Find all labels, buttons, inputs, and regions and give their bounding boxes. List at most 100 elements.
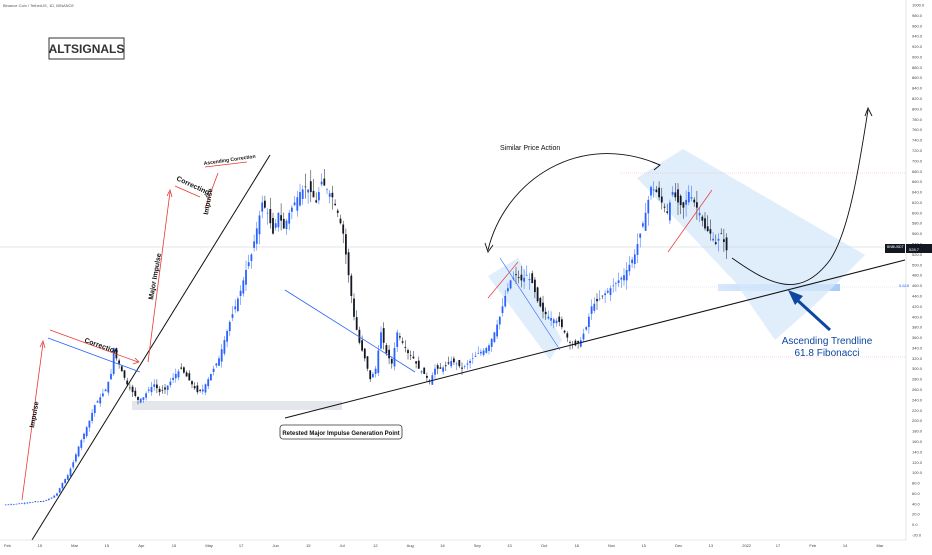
candle-body (158, 388, 161, 393)
candle-body (606, 290, 609, 293)
candle-body (520, 274, 523, 281)
ascending-trendline (284, 259, 906, 419)
candle-body (7, 504, 10, 506)
x-tick-label: May (205, 543, 213, 548)
candle-body (544, 311, 547, 315)
candle-body (280, 215, 282, 221)
candle-body (253, 241, 255, 248)
candle-body (164, 387, 166, 390)
x-tick-label: Sep (474, 543, 482, 548)
x-tick-label: Jul (340, 543, 345, 548)
y-tick-label: 740.0 (912, 138, 923, 143)
candle-body (588, 316, 590, 328)
retested-callout: Retested Major Impulse Generation Point (279, 424, 403, 440)
candle-body (218, 358, 220, 366)
candle-body (42, 501, 45, 502)
candle-body (31, 502, 34, 503)
candle-body (220, 349, 223, 362)
candle-body (304, 186, 307, 188)
red-trend-1 (487, 261, 519, 299)
major-impulse-label: Major Impulse (148, 253, 163, 301)
x-tick-label: 15 (642, 543, 647, 548)
price-tag-value: 528.7 (909, 247, 920, 252)
y-tick-label: 640.0 (912, 190, 923, 195)
candle-body (706, 226, 709, 232)
y-tick-label: 820.0 (912, 96, 923, 101)
candle-body (469, 360, 471, 364)
y-tick-label: 420.0 (912, 304, 923, 309)
candle-body (577, 341, 579, 343)
symbol-title: Binance Coin / TetherUS, 1D, BINANCE (3, 3, 74, 8)
candle-body (266, 212, 269, 214)
y-tick-label: 460.0 (912, 283, 923, 288)
candle-body (515, 274, 517, 276)
candle-body (601, 295, 604, 297)
candle-body (488, 345, 490, 351)
candle-body (455, 363, 458, 365)
candle-body (420, 371, 423, 373)
y-tick-label: 20.0 (912, 512, 921, 517)
candle-body (201, 389, 204, 392)
candle-body (120, 366, 123, 372)
candle-body (88, 420, 91, 428)
candle-body (29, 502, 31, 503)
candle-body (390, 359, 393, 364)
y-tick-label: 860.0 (912, 75, 923, 80)
candle-body (482, 350, 485, 355)
candle-body (409, 355, 412, 356)
candle-body (485, 347, 488, 353)
y-tick-label: 900.0 (912, 54, 923, 59)
past-channel-line (499, 257, 561, 351)
candle-body (331, 192, 334, 198)
x-tick-label: 15 (38, 543, 43, 548)
candle-body (269, 209, 272, 224)
candle-body (291, 207, 293, 212)
y-tick-label: 380.0 (912, 325, 923, 330)
candle-body (169, 381, 172, 386)
candle-body (696, 202, 698, 208)
candle-body (604, 293, 606, 296)
candle-body (153, 384, 156, 387)
candle-body (139, 398, 142, 403)
candle-body (180, 367, 183, 369)
candle-body (612, 285, 615, 287)
candle-body (698, 212, 701, 216)
candle-body (642, 223, 644, 227)
candle-body (498, 316, 501, 325)
candle-body (296, 197, 299, 211)
candle-body (677, 189, 679, 203)
candle-body (247, 262, 250, 267)
candle-body (363, 348, 366, 359)
candle-body (547, 316, 550, 319)
candle-body (423, 367, 426, 374)
candle-body (361, 340, 363, 351)
x-tick-label: Nov (608, 543, 615, 548)
candle-body (372, 373, 374, 378)
candle-body (23, 502, 26, 504)
candle-body (412, 356, 415, 359)
candle-body (196, 385, 199, 393)
impulse2-label: Impulse (203, 188, 215, 215)
y-tick-label: 120.0 (912, 460, 923, 465)
candle-body (115, 348, 118, 359)
candle-body (66, 475, 69, 480)
candle-body (226, 331, 228, 342)
candle-body (496, 324, 498, 337)
candle-body (377, 350, 380, 373)
similar-action-arc (487, 153, 661, 251)
candle-body (631, 259, 633, 264)
y-tick-label: 940.0 (912, 34, 923, 39)
candle-body (471, 358, 474, 359)
candle-body (228, 321, 231, 332)
candle-body (598, 298, 601, 300)
candle-body (401, 341, 404, 343)
candle-body (320, 181, 323, 185)
candle-body (636, 244, 639, 255)
candle-body (655, 189, 658, 193)
y-tick-label: -20.0 (912, 533, 922, 538)
y-tick-label: 260.0 (912, 387, 923, 392)
y-tick-label: 400.0 (912, 314, 923, 319)
candle-body (466, 363, 469, 365)
candle-body (725, 237, 728, 251)
